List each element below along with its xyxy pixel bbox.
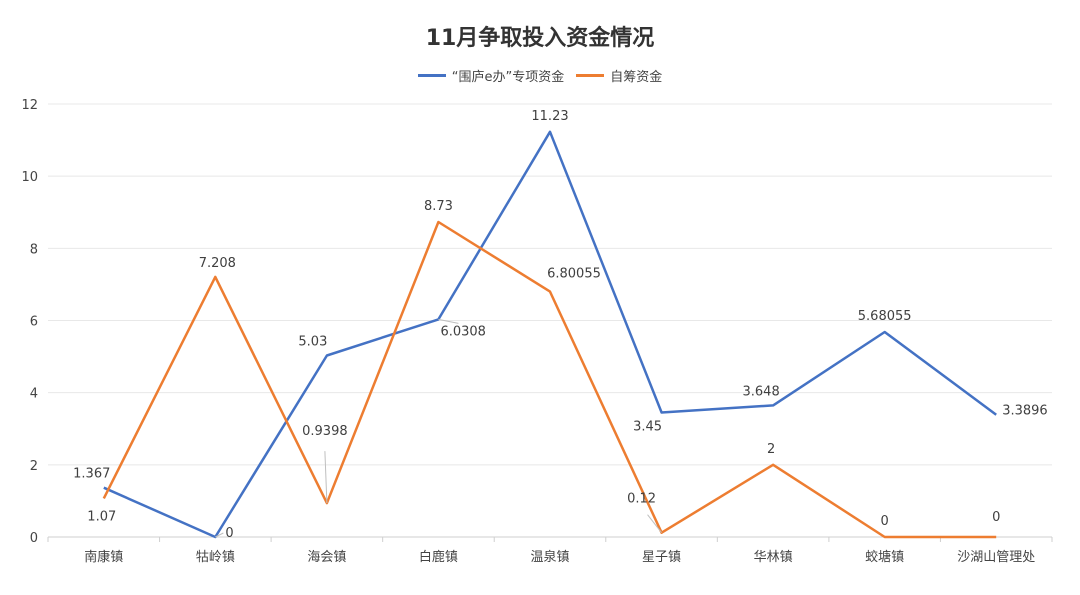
data-label-s2: 0: [992, 510, 1000, 525]
data-label-s1: 5.03: [298, 335, 327, 350]
data-label-s1: 6.0308: [440, 324, 486, 339]
data-label-s2: 7.208: [199, 256, 236, 271]
x-tick-label: 白鹿镇: [419, 549, 458, 565]
data-label-s1: 11.23: [531, 109, 568, 124]
y-tick-label: 8: [30, 242, 38, 257]
y-tick-label: 10: [21, 170, 38, 185]
data-label-s2: 0.9398: [302, 424, 348, 439]
legend: “围庐e办”专项资金 自筹资金: [0, 66, 1080, 85]
data-label-s2: 0: [881, 514, 889, 529]
legend-item-series2[interactable]: 自筹资金: [576, 66, 662, 85]
x-tick-label: 南康镇: [84, 549, 123, 565]
data-label-s2: 1.07: [87, 509, 116, 524]
x-tick-label: 蛟塘镇: [865, 549, 904, 565]
legend-swatch-series2: [576, 74, 605, 77]
data-label-s2: 2: [767, 442, 775, 457]
legend-label-series2: 自筹资金: [610, 70, 663, 85]
y-tick-label: 2: [30, 459, 38, 474]
chart-title: 11月争取投入资金情况: [425, 26, 655, 51]
x-tick-label: 牯岭镇: [196, 550, 235, 565]
y-tick-label: 6: [30, 315, 38, 330]
label-leader-line: [647, 514, 662, 533]
data-label-s1: 3.648: [743, 384, 780, 399]
data-label-s1: 1.367: [73, 467, 110, 482]
y-tick-label: 12: [21, 98, 38, 113]
data-label-s2: 0.12: [627, 492, 656, 507]
x-tick-label: 华林镇: [754, 550, 793, 565]
x-tick-label: 海会镇: [307, 550, 346, 565]
x-tick-label: 沙湖山管理处: [957, 550, 1035, 565]
legend-swatch-series1: [417, 74, 446, 77]
data-label-s1: 3.45: [633, 420, 662, 435]
label-leader-line: [324, 451, 328, 504]
legend-label-series1: “围庐e办”专项资金: [451, 70, 565, 85]
data-label-s1: 3.3896: [1002, 404, 1047, 419]
label-leader-line: [438, 318, 459, 324]
x-tick-label: 星子镇: [642, 550, 681, 565]
series-line-2: [102, 220, 997, 539]
x-tick-label: 温泉镇: [530, 549, 569, 565]
series-line-1: [103, 130, 997, 539]
legend-item-series1[interactable]: “围庐e办”专项资金: [417, 66, 565, 85]
data-label-s1: 0: [225, 526, 233, 541]
data-label-s2: 8.73: [424, 199, 453, 214]
data-label-s1: 5.68055: [858, 309, 912, 324]
data-label-s2: 6.80055: [547, 267, 601, 282]
y-tick-label: 0: [30, 531, 38, 546]
label-leader-line: [215, 532, 224, 538]
y-tick-label: 4: [30, 387, 38, 402]
